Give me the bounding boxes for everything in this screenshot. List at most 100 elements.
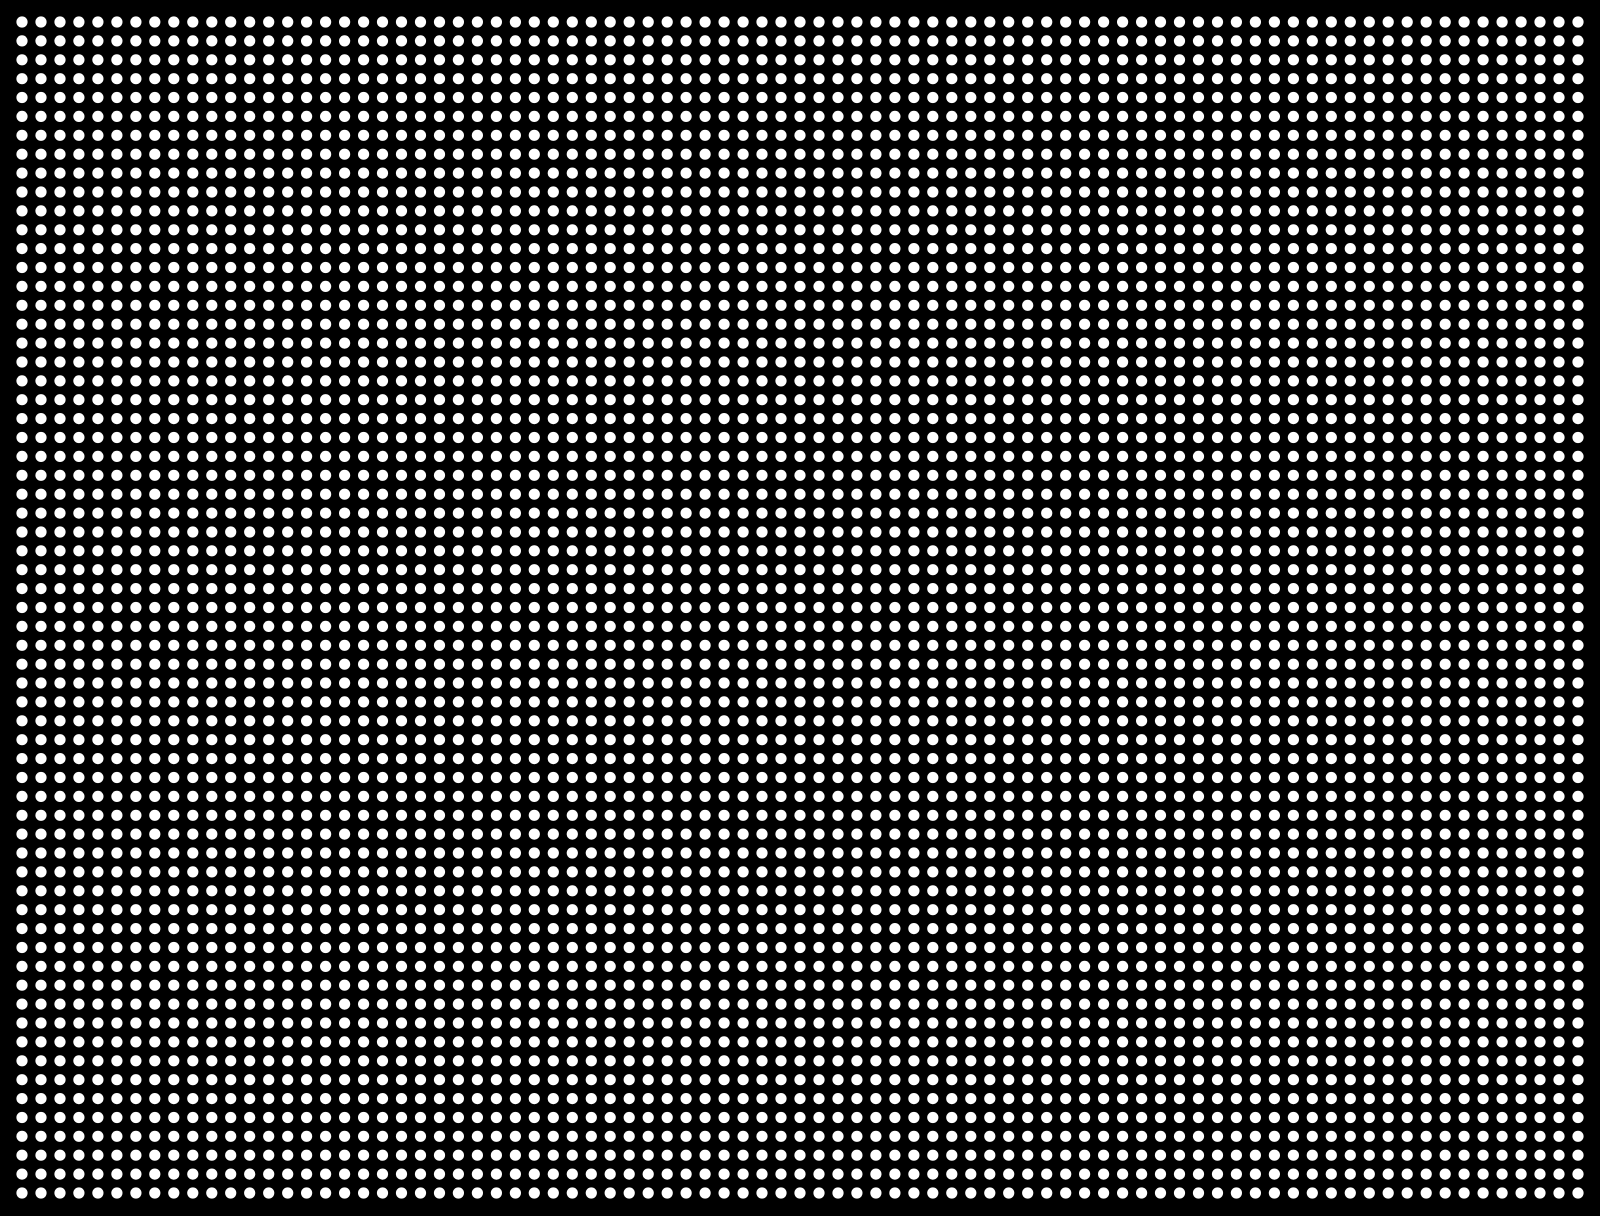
dot bbox=[301, 1111, 313, 1124]
dot bbox=[851, 715, 863, 727]
dot bbox=[376, 129, 389, 141]
dot bbox=[528, 923, 540, 935]
dot bbox=[1173, 658, 1186, 670]
dot bbox=[1060, 979, 1072, 991]
dot bbox=[680, 941, 692, 954]
dot bbox=[1136, 167, 1148, 179]
dot bbox=[320, 809, 332, 821]
dot bbox=[168, 960, 180, 973]
dot bbox=[1117, 488, 1129, 500]
dot bbox=[1117, 753, 1129, 765]
dot bbox=[452, 941, 464, 954]
dot bbox=[737, 526, 749, 538]
dot bbox=[1553, 696, 1565, 708]
dot bbox=[984, 828, 996, 840]
dot bbox=[737, 110, 749, 122]
dot bbox=[1154, 431, 1167, 444]
dot bbox=[1154, 243, 1167, 255]
dot bbox=[566, 110, 578, 122]
dot bbox=[889, 639, 901, 651]
dot bbox=[832, 677, 844, 689]
dot bbox=[851, 620, 863, 633]
dot bbox=[965, 1093, 977, 1105]
dot bbox=[92, 658, 104, 670]
dot bbox=[946, 564, 958, 576]
dot bbox=[1041, 620, 1053, 633]
dot bbox=[604, 54, 616, 66]
dot bbox=[642, 167, 654, 179]
dot bbox=[1192, 734, 1205, 746]
dot bbox=[1173, 809, 1186, 821]
dot bbox=[851, 394, 863, 406]
dot bbox=[547, 299, 559, 311]
dot bbox=[92, 545, 104, 557]
dot bbox=[1363, 847, 1375, 859]
dot bbox=[528, 601, 540, 614]
dot bbox=[1117, 16, 1129, 28]
dot bbox=[1363, 35, 1375, 47]
dot bbox=[528, 280, 540, 292]
dot bbox=[1534, 828, 1546, 840]
dot bbox=[889, 450, 901, 462]
dot bbox=[1136, 507, 1148, 519]
dot bbox=[282, 1074, 294, 1086]
dot bbox=[1117, 847, 1129, 859]
dot bbox=[1003, 753, 1015, 765]
dot bbox=[1211, 129, 1224, 141]
dot bbox=[1060, 299, 1072, 311]
dot bbox=[1173, 299, 1186, 311]
dot bbox=[282, 167, 294, 179]
dot bbox=[1439, 1017, 1451, 1029]
dot bbox=[54, 564, 66, 576]
dot bbox=[1553, 904, 1565, 916]
dot bbox=[1306, 526, 1318, 538]
dot bbox=[870, 545, 882, 557]
dot bbox=[566, 620, 578, 633]
dot bbox=[1249, 658, 1261, 670]
dot bbox=[320, 1130, 332, 1142]
dot bbox=[1458, 790, 1470, 803]
dot bbox=[680, 110, 692, 122]
dot bbox=[718, 1036, 730, 1048]
dot bbox=[1439, 110, 1451, 122]
dot bbox=[775, 73, 787, 85]
dot bbox=[813, 16, 825, 28]
dot bbox=[965, 431, 977, 444]
dot bbox=[1249, 129, 1261, 141]
dot bbox=[870, 866, 882, 878]
dot bbox=[130, 261, 142, 274]
dot bbox=[566, 526, 578, 538]
dot bbox=[1439, 431, 1451, 444]
dot bbox=[1003, 224, 1015, 236]
dot bbox=[73, 431, 85, 444]
dot bbox=[206, 205, 218, 217]
dot bbox=[490, 224, 502, 236]
dot bbox=[604, 110, 616, 122]
dot bbox=[585, 809, 597, 821]
dot bbox=[1268, 1036, 1280, 1048]
dot bbox=[1363, 904, 1375, 916]
dot bbox=[1477, 375, 1489, 387]
dot bbox=[566, 1093, 578, 1105]
dot bbox=[1041, 847, 1053, 859]
dot bbox=[889, 771, 901, 784]
dot bbox=[187, 1055, 199, 1067]
dot bbox=[1117, 526, 1129, 538]
dot bbox=[699, 110, 711, 122]
dot bbox=[794, 337, 806, 349]
dot bbox=[661, 526, 673, 538]
dot bbox=[92, 431, 104, 444]
dot bbox=[699, 488, 711, 500]
dot bbox=[1420, 790, 1432, 803]
dot bbox=[471, 167, 483, 179]
dot bbox=[1079, 526, 1091, 538]
dot bbox=[1098, 318, 1110, 330]
dot bbox=[339, 847, 351, 859]
dot bbox=[832, 753, 844, 765]
dot bbox=[225, 413, 237, 425]
dot bbox=[585, 73, 597, 85]
dot bbox=[1458, 1036, 1470, 1048]
dot bbox=[1572, 885, 1584, 897]
dot bbox=[832, 356, 844, 368]
dot bbox=[528, 1055, 540, 1067]
